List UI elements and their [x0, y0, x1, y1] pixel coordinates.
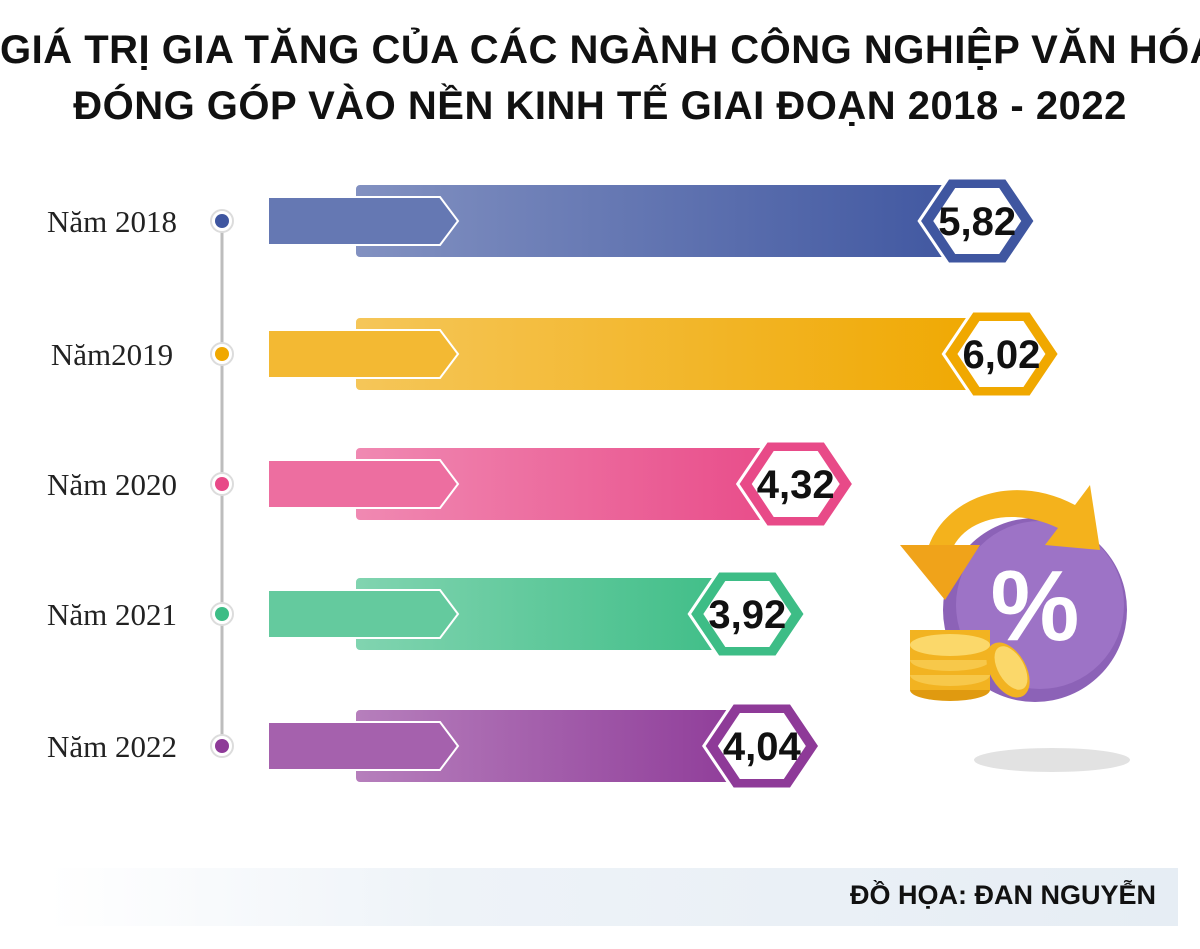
bar-arrow-tab [267, 196, 460, 246]
category-label: Năm 2020 [47, 467, 177, 502]
value-badge-inner [933, 188, 1022, 254]
coin-stack-icon [910, 630, 1030, 701]
category-label: Năm 2022 [47, 729, 177, 764]
data-label: 3,92 [708, 593, 786, 637]
bar-arrow-tab [267, 329, 460, 379]
percent-coin-icon: % [900, 485, 1130, 772]
category-label: Năm2019 [51, 337, 173, 372]
title-line-2: ĐÓNG GÓP VÀO NỀN KINH TẾ GIAI ĐOẠN 2018 … [73, 84, 1127, 128]
graphic-credit: ĐỒ HỌA: ĐAN NGUYỄN [849, 880, 1156, 910]
value-badge-inner [717, 713, 806, 779]
value-badge-inner [703, 581, 792, 647]
category-label: Năm 2021 [47, 597, 177, 632]
bar-group: Năm 2018 5,82 [47, 176, 1038, 266]
bar-group: Năm 2021 3,92 [47, 569, 808, 659]
bar-arrow-tab [267, 721, 460, 771]
value-badge-inner [957, 321, 1046, 387]
title-line-1: GIÁ TRỊ GIA TĂNG CỦA CÁC NGÀNH CÔNG NGHI… [0, 28, 1200, 72]
bar-group: Năm2019 6,02 [51, 309, 1062, 399]
data-label: 6,02 [962, 333, 1040, 377]
percent-symbol: % [991, 550, 1080, 662]
category-label: Năm 2018 [47, 204, 177, 239]
data-label: 4,32 [757, 463, 835, 507]
timeline-dot [215, 739, 229, 753]
bar-arrow-tab [267, 459, 460, 509]
bar-arrow-tab [267, 589, 460, 639]
timeline-dot [215, 347, 229, 361]
timeline-dot [215, 477, 229, 491]
chart-title: GIÁ TRỊ GIA TĂNG CỦA CÁC NGÀNH CÔNG NGHI… [0, 22, 1200, 134]
data-label: 4,04 [723, 725, 802, 769]
timeline-dot [215, 214, 229, 228]
timeline-dot [215, 607, 229, 621]
data-label: 5,82 [938, 200, 1016, 244]
bar-group: Năm 2022 4,04 [47, 701, 822, 791]
bar-group: Năm 2020 4,32 [47, 439, 856, 529]
value-badge-inner [751, 451, 840, 517]
footer: ĐỒ HỌA: ĐAN NGUYỄN [48, 868, 1178, 926]
